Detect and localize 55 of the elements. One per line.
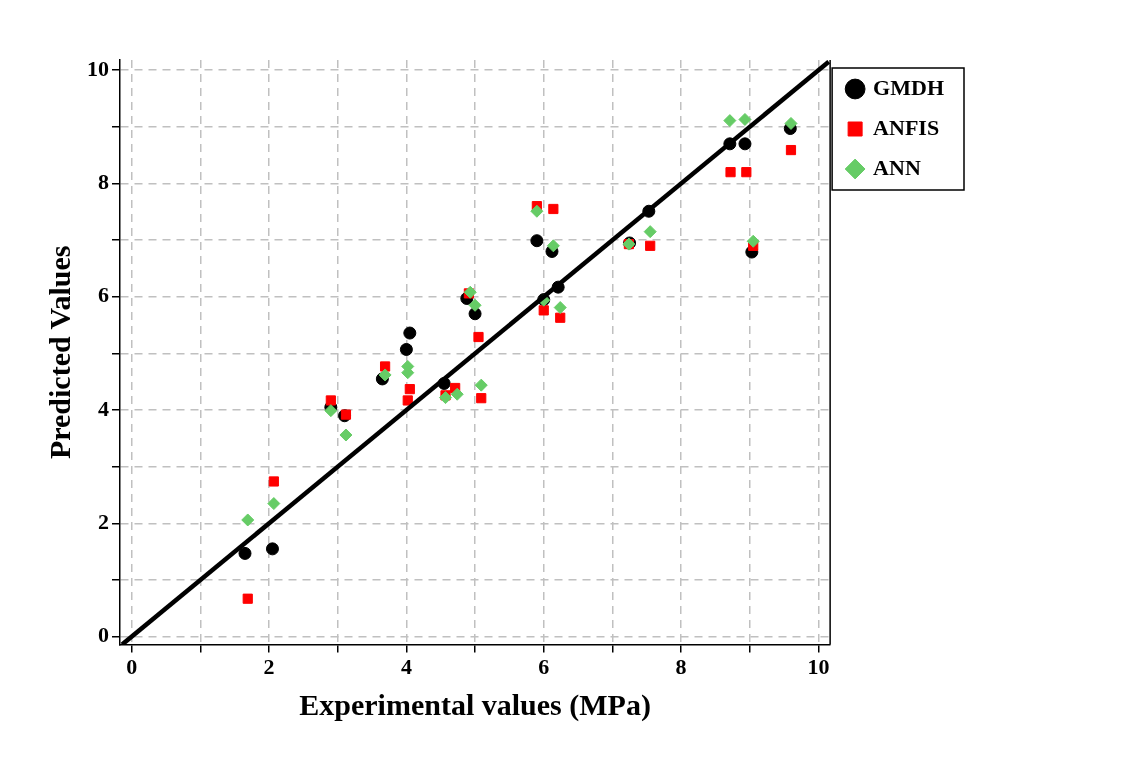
x-tick-label: 8 bbox=[675, 654, 687, 680]
legend-label: ANFIS bbox=[873, 114, 940, 140]
x-tick-label: 6 bbox=[538, 654, 550, 680]
x-tick-label: 0 bbox=[126, 654, 138, 680]
y-tick-label: 0 bbox=[98, 622, 109, 648]
point bbox=[555, 312, 566, 323]
point bbox=[268, 476, 279, 487]
point bbox=[267, 497, 281, 511]
point bbox=[643, 225, 657, 239]
point bbox=[785, 144, 797, 156]
point bbox=[553, 301, 567, 315]
point bbox=[738, 112, 752, 126]
y-tick-label: 4 bbox=[98, 395, 109, 421]
point bbox=[473, 331, 484, 343]
point bbox=[380, 361, 391, 372]
point bbox=[723, 114, 737, 128]
point bbox=[439, 391, 453, 405]
point bbox=[378, 368, 392, 382]
point bbox=[242, 593, 253, 604]
point bbox=[784, 116, 798, 130]
point bbox=[738, 137, 752, 151]
point bbox=[399, 342, 413, 356]
point bbox=[546, 239, 560, 253]
point bbox=[325, 395, 336, 406]
point bbox=[324, 404, 338, 418]
point bbox=[450, 387, 464, 401]
point bbox=[403, 326, 417, 340]
y-tick-label: 6 bbox=[98, 282, 109, 308]
point bbox=[725, 167, 736, 178]
point bbox=[404, 384, 415, 395]
point bbox=[339, 428, 353, 442]
point bbox=[476, 393, 487, 404]
point bbox=[530, 234, 544, 248]
x-tick-label: 4 bbox=[400, 654, 412, 680]
legend-label: GMDH bbox=[873, 74, 945, 100]
point bbox=[241, 513, 255, 527]
y-axis-title: Predicted Values bbox=[42, 245, 76, 460]
x-axis-title: Experimental values (MPa) bbox=[299, 687, 651, 722]
point bbox=[548, 203, 559, 215]
point bbox=[741, 167, 752, 178]
point bbox=[474, 378, 488, 392]
x-tick-label: 10 bbox=[807, 654, 830, 680]
point bbox=[645, 240, 656, 251]
point bbox=[238, 546, 252, 560]
y-tick-label: 8 bbox=[98, 169, 109, 195]
point bbox=[746, 234, 760, 248]
y-tick-label: 10 bbox=[87, 55, 109, 81]
legend-label: ANN bbox=[873, 154, 921, 180]
x-tick-label: 2 bbox=[263, 654, 275, 680]
point bbox=[468, 298, 482, 312]
point bbox=[402, 395, 413, 406]
point bbox=[265, 542, 279, 556]
point bbox=[538, 305, 549, 316]
point bbox=[530, 204, 544, 218]
y-tick-label: 2 bbox=[98, 509, 109, 535]
